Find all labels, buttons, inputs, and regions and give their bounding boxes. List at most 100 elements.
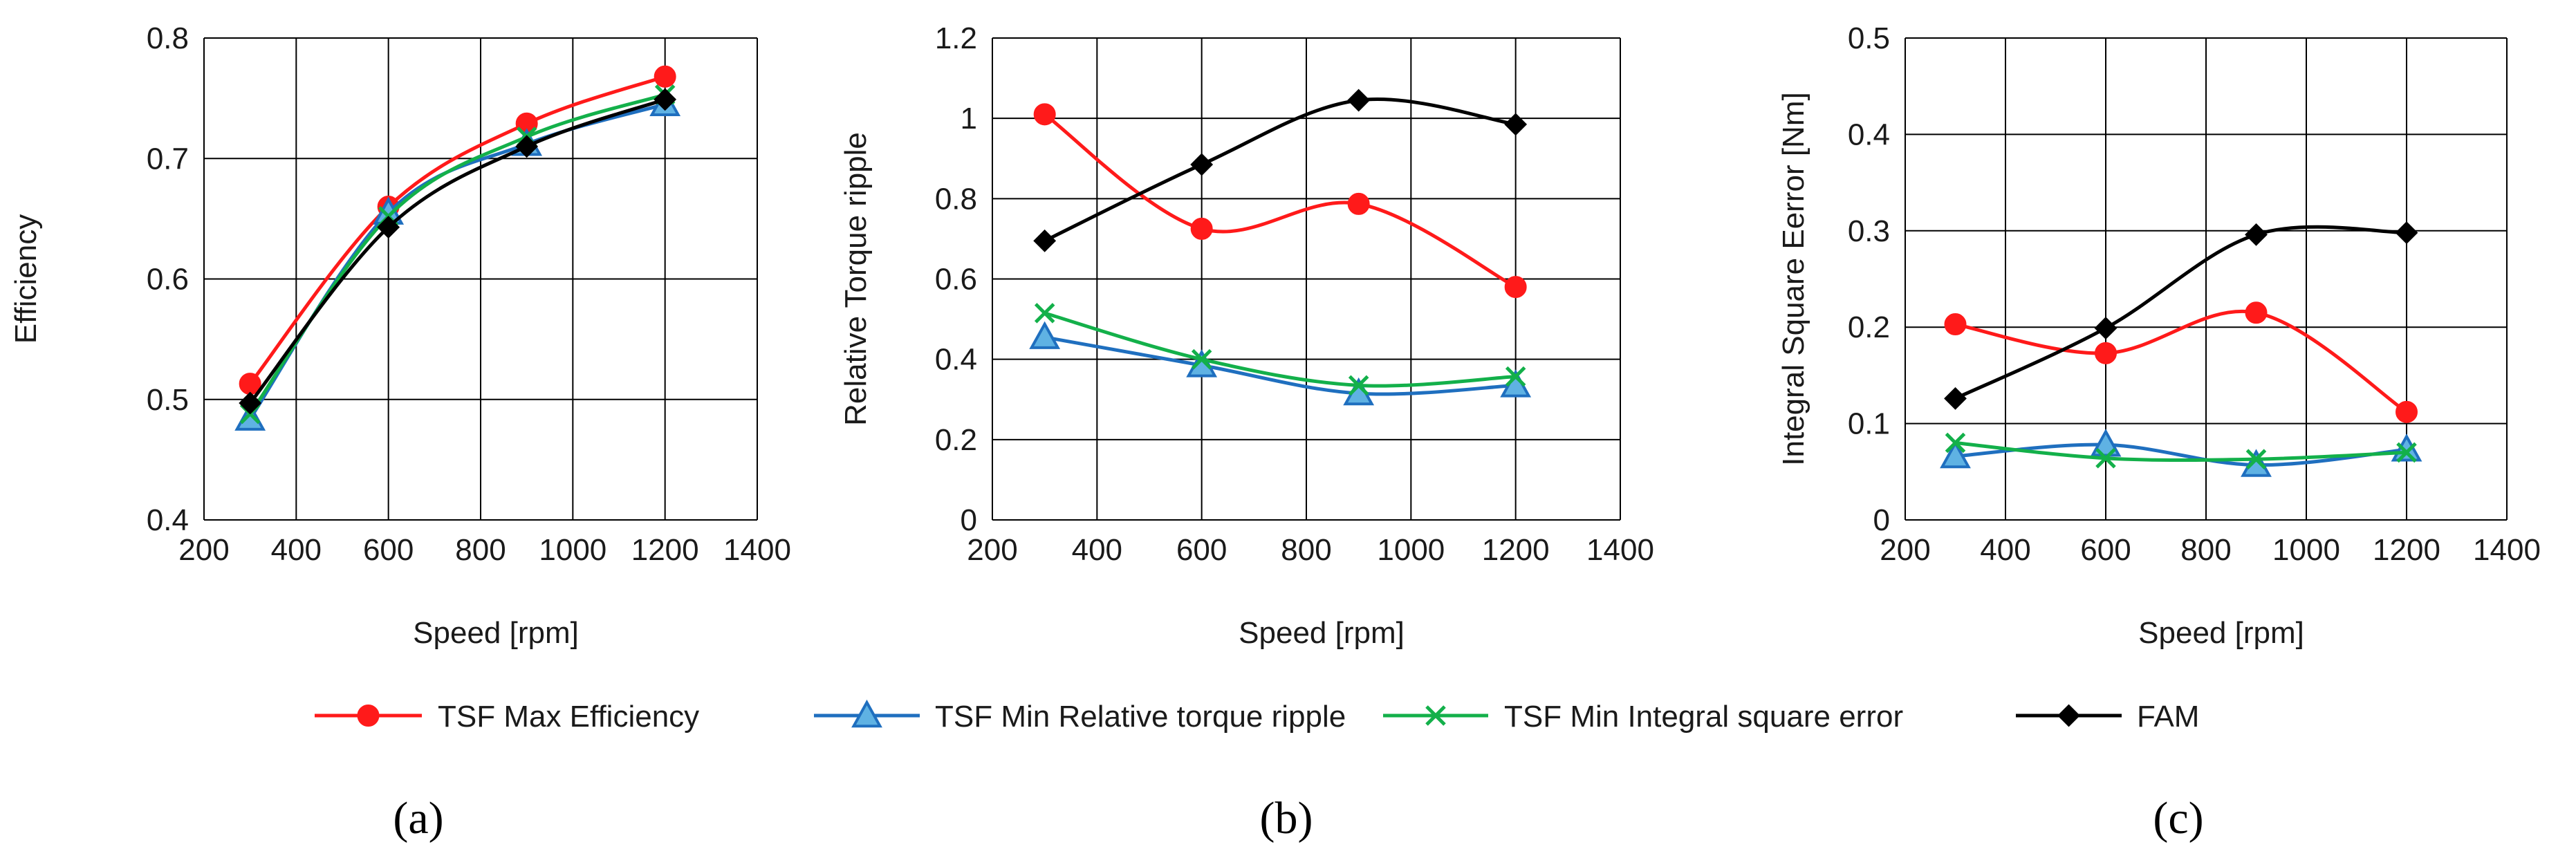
y-tick-label: 0.5 xyxy=(147,383,189,417)
x-axis-label: Speed [rpm] xyxy=(413,616,579,650)
legend-marker xyxy=(2057,704,2080,727)
x-tick-label: 600 xyxy=(363,533,414,567)
series-4 xyxy=(1944,221,2418,410)
x-tick-label: 600 xyxy=(1176,533,1227,567)
series-line xyxy=(1954,225,2407,400)
legend-label: TSF Min Integral square error xyxy=(1504,700,1903,734)
y-axis-label: Integral Square Eerror [Nm] xyxy=(1777,92,1810,465)
data-point-marker xyxy=(1034,303,1055,324)
x-tick-label: 200 xyxy=(967,533,1017,567)
x-tick-label: 1400 xyxy=(1586,533,1654,567)
series-line xyxy=(1955,310,2408,413)
series-line xyxy=(248,93,666,416)
data-point-marker xyxy=(377,216,400,239)
data-point-marker xyxy=(2391,433,2422,462)
series-3 xyxy=(1034,303,1526,396)
data-point-marker xyxy=(2395,221,2418,245)
data-point-marker xyxy=(2095,342,2117,364)
x-tick-label: 400 xyxy=(1072,533,1122,567)
data-point-marker xyxy=(1033,103,1056,126)
y-tick-label: 0.6 xyxy=(147,263,189,297)
x-axis-label: Speed [rpm] xyxy=(1239,616,1405,650)
legend-label: TSF Max Efficiency xyxy=(438,700,699,734)
legend-item: FAM xyxy=(2016,700,2199,734)
x-tick-label: 200 xyxy=(1880,533,1930,567)
data-point-marker xyxy=(1190,217,1213,240)
legend-marker xyxy=(851,699,882,728)
legend-item: TSF Min Integral square error xyxy=(1383,700,1903,734)
data-point-marker xyxy=(2095,448,2116,469)
series-3 xyxy=(1945,432,2417,469)
data-point-marker xyxy=(2396,442,2417,463)
x-tick-label: 400 xyxy=(1980,533,2030,567)
y-tick-label: 0.7 xyxy=(147,142,189,176)
panel-label: (c) xyxy=(2153,793,2203,843)
y-tick-label: 0.4 xyxy=(935,343,977,377)
x-tick-label: 1400 xyxy=(2473,533,2541,567)
x-tick-label: 1000 xyxy=(539,533,606,567)
x-tick-label: 200 xyxy=(178,533,229,567)
y-tick-label: 0.2 xyxy=(1848,310,1890,344)
series-2 xyxy=(1029,321,1532,406)
x-tick-label: 800 xyxy=(2180,533,2231,567)
series-line xyxy=(1044,97,1517,243)
x-tick-label: 800 xyxy=(1281,533,1331,567)
series-2 xyxy=(234,88,681,431)
legend-label: TSF Min Relative torque ripple xyxy=(935,700,1346,734)
y-tick-label: 0.4 xyxy=(147,503,189,537)
data-point-marker xyxy=(1190,153,1214,176)
chart-panel-c: 200 400 600 800 1000 1200 1400 0 0.1 0.2 0.3 0.4 0.5… xyxy=(1777,21,2541,843)
y-tick-label: 0.5 xyxy=(1848,21,1890,55)
x-tick-label: 800 xyxy=(455,533,506,567)
data-point-marker xyxy=(1945,432,1966,454)
legend-item: TSF Max Efficiency xyxy=(315,700,699,734)
data-point-marker xyxy=(1944,313,1967,336)
series-line xyxy=(1044,335,1516,396)
series-4 xyxy=(239,88,677,415)
y-tick-label: 0 xyxy=(1873,503,1890,537)
y-tick-label: 0.3 xyxy=(1848,214,1890,248)
x-tick-label: 1000 xyxy=(1377,533,1445,567)
data-point-marker xyxy=(239,391,262,415)
data-point-marker xyxy=(1944,386,1967,410)
series-line xyxy=(248,75,666,385)
x-tick-label: 1200 xyxy=(631,533,699,567)
x-tick-label: 1200 xyxy=(2373,533,2440,567)
data-point-marker xyxy=(234,402,266,431)
series-4 xyxy=(1033,88,1528,252)
data-point-marker xyxy=(2396,400,2418,423)
x-tick-label: 1200 xyxy=(1482,533,1550,567)
legend: TSF Max Efficiency TSF Min Relative torqu… xyxy=(315,699,2199,734)
chart-panel-b: 200 400 600 800 1000 1200 1400 0 0.2 0.4 0.6 0.8 1 1.… xyxy=(839,21,1654,843)
data-point-marker xyxy=(2245,223,2268,246)
data-point-marker xyxy=(2245,449,2267,469)
legend-marker xyxy=(357,705,380,727)
legend-item: TSF Min Relative torque ripple xyxy=(814,699,1346,734)
chart-panel-a: 200 400 600 800 1000 1200 1400 0.4 0.5 0.6 0.7 0.8 S… xyxy=(9,21,791,843)
series-1 xyxy=(1033,103,1527,299)
y-tick-label: 0.1 xyxy=(1848,407,1890,441)
legend-marker xyxy=(1425,705,1446,726)
y-tick-label: 1 xyxy=(961,102,977,136)
y-axis-label: Relative Torque ripple xyxy=(839,132,873,426)
series-line xyxy=(1955,440,2407,463)
data-point-marker xyxy=(1191,348,1212,370)
y-tick-label: 0.6 xyxy=(935,263,977,297)
y-tick-label: 0.4 xyxy=(1848,118,1890,151)
data-point-marker xyxy=(1029,321,1061,349)
y-axis-label: Efficiency xyxy=(9,214,43,344)
data-point-marker xyxy=(1347,88,1371,112)
data-point-marker xyxy=(1033,229,1057,252)
x-tick-label: 600 xyxy=(2080,533,2131,567)
data-point-marker xyxy=(1347,192,1370,215)
series-line xyxy=(1044,113,1517,289)
y-tick-label: 0.2 xyxy=(935,423,977,457)
y-tick-label: 1.2 xyxy=(935,21,977,55)
x-axis-label: Speed [rpm] xyxy=(2138,616,2304,650)
x-tick-label: 400 xyxy=(271,533,322,567)
series-line xyxy=(248,102,666,420)
data-point-marker xyxy=(1504,276,1527,299)
series-line xyxy=(248,97,666,404)
x-tick-label: 1000 xyxy=(2272,533,2340,567)
